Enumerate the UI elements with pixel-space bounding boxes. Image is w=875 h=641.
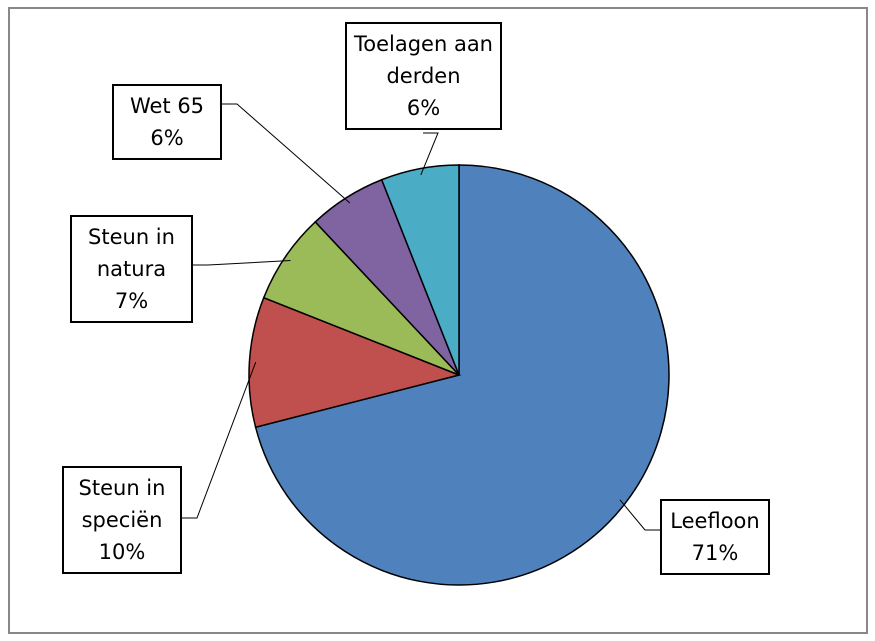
leader-line: [193, 260, 291, 266]
data-label: Toelagen aan derden 6%: [345, 22, 502, 130]
value-label: 71%: [691, 541, 739, 565]
chart-frame: [8, 7, 868, 634]
value-label: 10%: [98, 540, 146, 564]
category-label: Wet 65: [129, 94, 205, 118]
category-label: Leefloon: [670, 509, 760, 533]
pie-slice: [254, 164, 670, 586]
value-label: 6%: [406, 96, 441, 120]
pie-slice: [248, 296, 462, 429]
category-label: Steun in speciën: [78, 476, 166, 532]
leader-line: [222, 103, 351, 204]
leader-line: [619, 499, 660, 531]
value-label: 6%: [150, 126, 184, 150]
pie-slice: [380, 164, 460, 376]
data-label: Wet 65 6%: [112, 84, 222, 160]
data-label: Leefloon 71%: [660, 499, 770, 575]
value-label: 7%: [114, 289, 149, 313]
leader-line: [182, 362, 257, 519]
data-label: Steun in speciën 10%: [62, 466, 182, 574]
leader-line: [420, 132, 439, 176]
data-label: Steun in natura 7%: [70, 215, 193, 323]
category-label: Steun in natura: [88, 225, 175, 281]
category-label: Toelagen aan derden: [353, 32, 493, 88]
